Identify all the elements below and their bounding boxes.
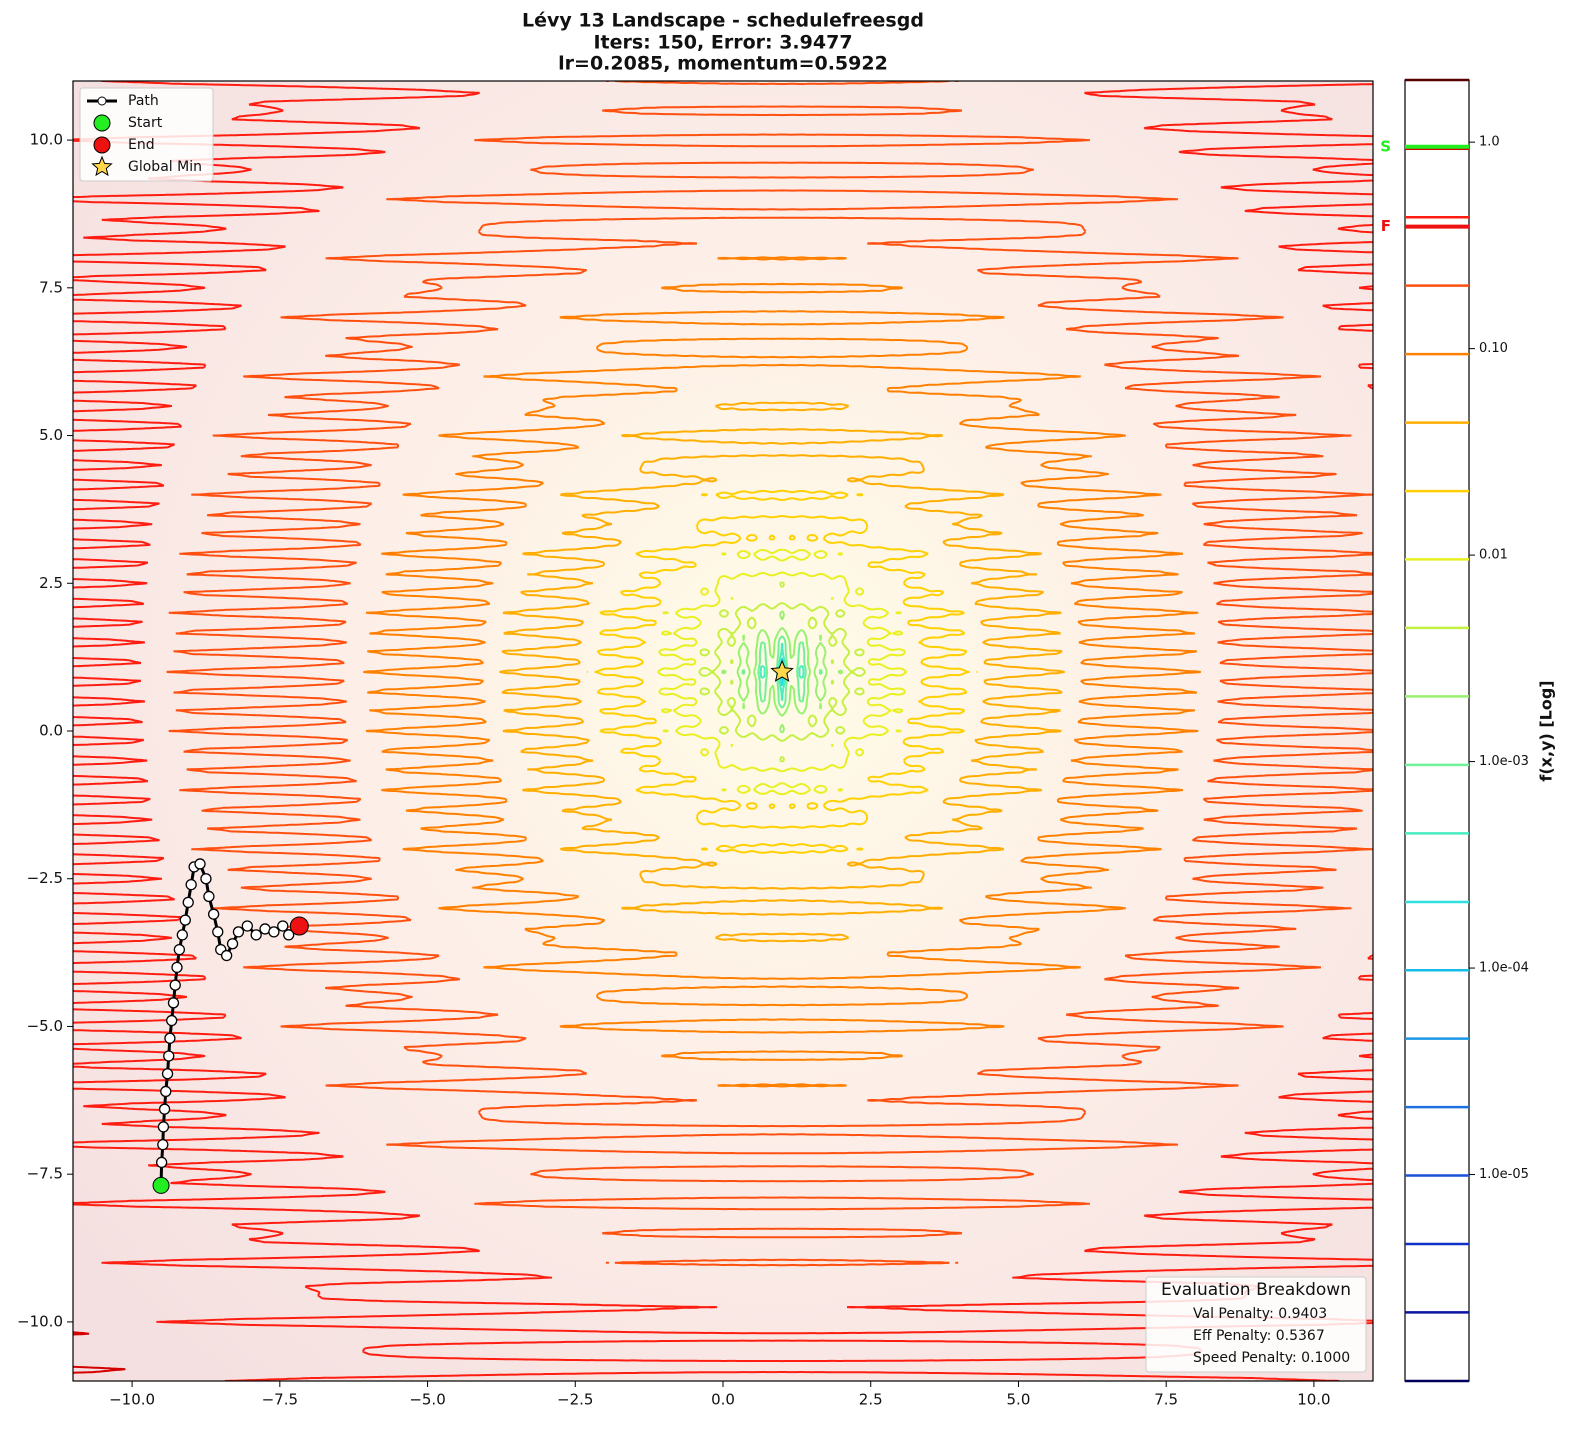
path-point <box>161 1086 171 1096</box>
path-point <box>180 915 190 925</box>
path-point <box>177 930 187 940</box>
y-tick-label: −5.0 <box>27 1017 63 1035</box>
chart-subtitle: lr=0.2085, momentum=0.5922 <box>558 53 888 75</box>
path-point <box>228 939 238 949</box>
path-point <box>168 998 178 1008</box>
legend-marker <box>94 137 110 153</box>
colorbar-tick-label: 0.01 <box>1479 548 1508 563</box>
path-point <box>269 927 279 937</box>
y-tick-label: 0.0 <box>39 722 63 740</box>
path-point <box>201 874 211 884</box>
legend-label: Start <box>128 115 163 131</box>
start-point <box>153 1177 169 1193</box>
path-point <box>174 945 184 955</box>
x-tick-label: 0.0 <box>711 1391 735 1409</box>
y-tick-label: 2.5 <box>39 574 63 592</box>
path-point <box>195 859 205 869</box>
colorbar-frame <box>1405 80 1469 1381</box>
colorbar-tick-label: 1.0e-05 <box>1479 1167 1529 1182</box>
end-point <box>290 917 308 935</box>
path-point <box>170 980 180 990</box>
x-tick-label: −7.5 <box>262 1391 298 1409</box>
path-point <box>163 1069 173 1079</box>
colorbar-marker-label: F <box>1381 217 1391 235</box>
y-tick-label: 10.0 <box>30 131 63 149</box>
chart-title: Lévy 13 Landscape - schedulefreesgd <box>522 10 924 32</box>
colorbar-tick-label: 1.0e-04 <box>1479 961 1529 976</box>
breakdown-title: Evaluation Breakdown <box>1161 1280 1351 1300</box>
path-point <box>251 930 261 940</box>
x-tick-label: −5.0 <box>409 1391 445 1409</box>
breakdown-line: Speed Penalty: 0.1000 <box>1193 1350 1350 1366</box>
x-tick-label: 10.0 <box>1297 1391 1330 1409</box>
breakdown: Evaluation Breakdown Val Penalty: 0.9403… <box>1146 1277 1366 1372</box>
y-tick-label: 5.0 <box>39 426 63 444</box>
path-point <box>160 1104 170 1114</box>
colorbar-marker-label: S <box>1380 137 1391 155</box>
y-tick-label: −10.0 <box>17 1312 63 1330</box>
legend-label: Path <box>128 93 159 109</box>
legend-marker <box>94 115 110 131</box>
path-point <box>157 1157 167 1167</box>
chart-subtitle: Iters: 150, Error: 3.9477 <box>593 32 852 54</box>
path-point <box>278 921 288 931</box>
path-point <box>165 1033 175 1043</box>
path-point <box>242 921 252 931</box>
path-point <box>183 897 193 907</box>
path-point <box>158 1140 168 1150</box>
path-point <box>172 962 182 972</box>
legend-label: Global Min <box>128 159 202 175</box>
legend: Path Start End Global Min <box>80 88 213 181</box>
path-point <box>164 1051 174 1061</box>
y-tick-label: −2.5 <box>27 869 63 887</box>
path-point <box>158 1122 168 1132</box>
breakdown-line: Eff Penalty: 0.5367 <box>1193 1328 1325 1344</box>
x-tick-label: 2.5 <box>859 1391 883 1409</box>
path-point <box>213 927 223 937</box>
colorbar-tick-label: 1.0 <box>1479 135 1500 150</box>
x-tick-label: 5.0 <box>1007 1391 1031 1409</box>
x-tick-label: −2.5 <box>557 1391 593 1409</box>
legend-label: End <box>128 137 155 153</box>
x-tick-label: −10.0 <box>109 1391 155 1409</box>
y-tick-label: −7.5 <box>27 1165 63 1183</box>
legend-marker <box>98 97 106 105</box>
colorbar-label: f(x,y) [Log] <box>1537 680 1556 781</box>
breakdown-line: Val Penalty: 0.9403 <box>1193 1306 1327 1322</box>
path-point <box>204 891 214 901</box>
path-point <box>209 909 219 919</box>
y-tick-label: 7.5 <box>39 278 63 296</box>
path-point <box>167 1016 177 1026</box>
path-point <box>233 927 243 937</box>
colorbar-tick-label: 1.0e-03 <box>1479 754 1529 769</box>
colorbar-tick-label: 0.10 <box>1479 341 1508 356</box>
x-tick-label: 7.5 <box>1154 1391 1178 1409</box>
path-point <box>186 880 196 890</box>
path-point <box>222 951 232 961</box>
